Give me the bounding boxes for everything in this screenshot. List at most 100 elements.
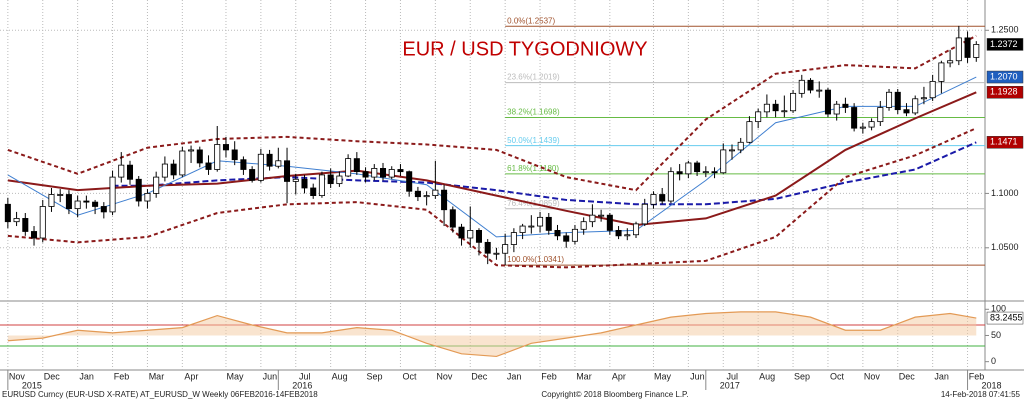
- candle-body: [659, 194, 666, 202]
- candle-body: [161, 163, 168, 178]
- candle-body: [676, 171, 683, 175]
- candle-body: [179, 150, 186, 176]
- candle-body: [824, 89, 831, 115]
- candle-body: [388, 169, 395, 178]
- candle-body: [222, 144, 229, 151]
- x-tick-label: Feb: [969, 371, 985, 381]
- candle-body: [781, 110, 788, 113]
- year-label: 2015: [22, 380, 42, 390]
- candle-body: [484, 241, 491, 254]
- candle-body: [633, 223, 640, 236]
- candle-body: [266, 153, 273, 167]
- candle-body: [336, 175, 343, 185]
- candle-body: [257, 153, 264, 181]
- candle-body: [188, 149, 195, 152]
- candle-body: [423, 195, 430, 198]
- indicator-value-label: 1.2070: [990, 71, 1018, 81]
- candle-body: [519, 225, 526, 233]
- candle-body: [4, 203, 11, 223]
- candle-body: [510, 232, 517, 245]
- candle-body: [833, 103, 840, 115]
- x-tick-label: Aug: [759, 371, 775, 381]
- candle-body: [702, 171, 709, 174]
- last-price-label-box: [986, 38, 1024, 51]
- candle-body: [580, 221, 587, 230]
- candle-body: [231, 149, 238, 161]
- candle-body: [685, 162, 692, 175]
- candle-body: [362, 171, 369, 178]
- candle-body: [196, 149, 203, 164]
- candle-body: [571, 228, 578, 242]
- fib-label: 50.0%(1.1439): [507, 136, 560, 145]
- candle-body: [205, 162, 212, 170]
- footer-right: 14-Feb-2018 07:41:55: [941, 390, 1021, 399]
- x-tick-label: Dec: [44, 371, 61, 381]
- candle-body: [563, 235, 570, 242]
- candle-body: [240, 159, 247, 170]
- fib-label: 0.0%(1.2537): [507, 16, 555, 25]
- candle-body: [249, 169, 256, 181]
- y-tick-label: 50: [991, 330, 1001, 340]
- candle-body: [170, 163, 177, 176]
- candle-body: [118, 164, 125, 178]
- candle-body: [57, 194, 64, 196]
- year-label: 2017: [720, 380, 740, 390]
- x-tick-label: May: [654, 371, 672, 381]
- candle-body: [432, 189, 439, 196]
- candle-body: [292, 178, 299, 182]
- year-label: 2018: [982, 380, 1002, 390]
- candle-body: [475, 229, 482, 243]
- x-tick-label: Apr: [184, 371, 198, 381]
- candle-body: [973, 44, 980, 58]
- x-tick-label: Sep: [367, 371, 383, 381]
- x-tick-label: Apr: [612, 371, 626, 381]
- candle-body: [755, 111, 762, 123]
- candle-body: [894, 91, 901, 111]
- fib-label: 38.2%(1.1698): [507, 108, 560, 117]
- candle-body: [31, 231, 38, 239]
- candle-body: [74, 200, 81, 210]
- candle-body: [624, 234, 631, 237]
- candle-body: [502, 244, 509, 254]
- candle-body: [39, 206, 46, 239]
- candle-body: [807, 79, 814, 91]
- fib-label: 23.6%(1.2019): [507, 73, 560, 82]
- candle-body: [947, 60, 954, 64]
- candle-body: [275, 160, 282, 167]
- candle-body: [720, 149, 727, 174]
- candle-body: [711, 171, 718, 174]
- candle-body: [493, 252, 500, 255]
- x-tick-label: Nov: [9, 371, 26, 381]
- candle-body: [929, 80, 936, 99]
- x-tick-label: Nov: [436, 371, 453, 381]
- x-tick-label: Oct: [830, 371, 845, 381]
- candle-body: [920, 97, 927, 100]
- candle-body: [327, 174, 334, 185]
- candle-body: [545, 216, 552, 231]
- x-tick-label: Jun: [263, 371, 278, 381]
- candle-body: [851, 107, 858, 129]
- x-tick-label: Jul: [299, 371, 311, 381]
- x-tick-label: Oct: [402, 371, 417, 381]
- candle-body: [379, 168, 387, 178]
- footer-left: EURUSD Curncy (EUR-USD X-RATE) AT_EURUSD…: [2, 390, 318, 399]
- candle-body: [528, 225, 535, 228]
- candle-body: [126, 164, 134, 180]
- indicator-value-label-box: [986, 136, 1024, 149]
- candle-body: [109, 176, 116, 213]
- candle-body: [650, 194, 657, 205]
- indicator-value-label-box: [986, 70, 1024, 84]
- candle-body: [798, 79, 805, 94]
- x-tick-label: Sep: [794, 371, 810, 381]
- indicator-value-label: 1.1928: [990, 87, 1018, 97]
- candle-body: [371, 168, 378, 178]
- candle-body: [214, 144, 221, 170]
- x-tick-label: Aug: [332, 371, 348, 381]
- candle-body: [83, 200, 90, 203]
- candle-body: [886, 91, 893, 108]
- candle-body: [65, 194, 72, 210]
- candle-body: [772, 103, 779, 112]
- candle-body: [816, 89, 823, 92]
- x-tick-label: Mar: [576, 371, 592, 381]
